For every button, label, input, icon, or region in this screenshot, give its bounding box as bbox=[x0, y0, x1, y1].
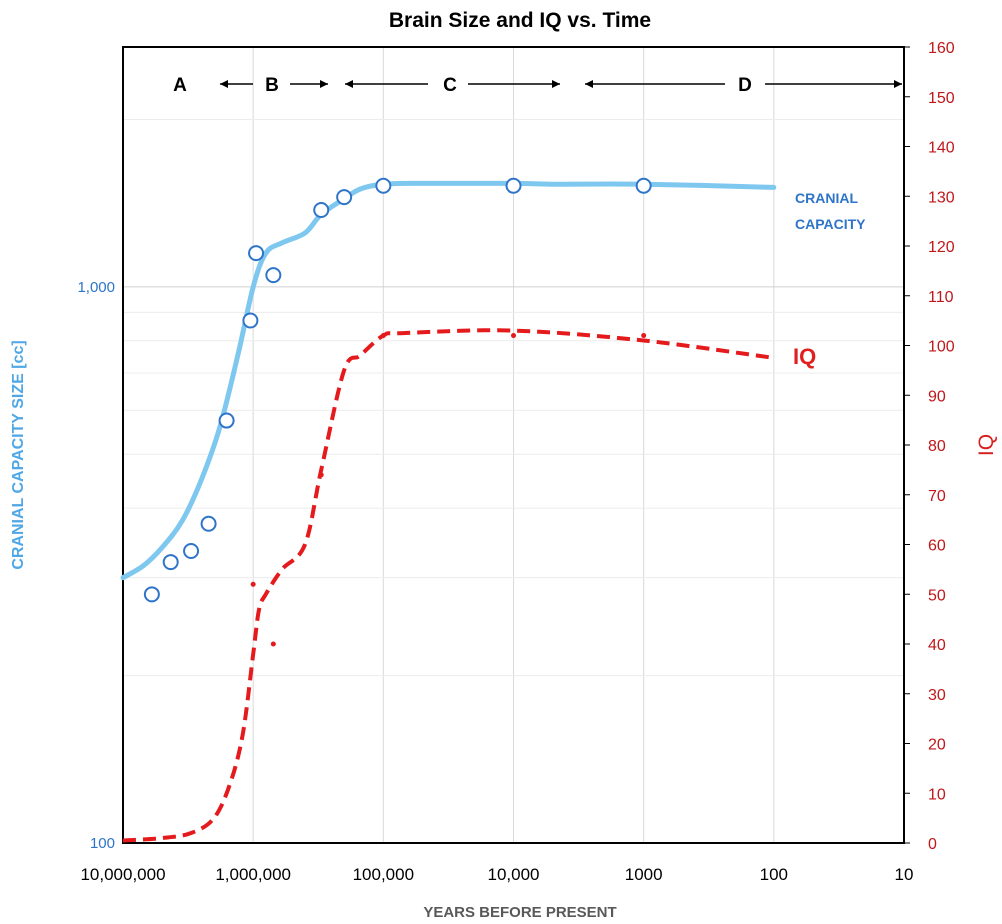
chart-title: Brain Size and IQ vs. Time bbox=[389, 9, 651, 32]
cranial-capacity-point bbox=[242, 312, 259, 329]
iq-point bbox=[511, 333, 516, 339]
iq-point bbox=[641, 333, 647, 339]
x-axis-title: YEARS BEFORE PRESENT bbox=[423, 904, 616, 921]
cranial-capacity-point bbox=[635, 177, 652, 194]
x-tick-label: 100,000 bbox=[353, 865, 414, 884]
iq-points bbox=[250, 333, 647, 647]
x-tick-label: 10 bbox=[895, 865, 914, 884]
series-label-cranial-capacity-line2: CAPACITY bbox=[795, 216, 866, 232]
left-axis-title: CRANIAL CAPACITY SIZE [cc] bbox=[10, 340, 27, 569]
left-axis-ticks: 1,000 100 bbox=[77, 279, 115, 852]
right-tick-label: 120 bbox=[928, 239, 955, 256]
cranial-capacity-point bbox=[183, 543, 200, 560]
x-tick-label: 10,000 bbox=[488, 865, 540, 884]
cranial-capacity-point bbox=[313, 201, 330, 218]
right-tick-label: 30 bbox=[928, 687, 946, 704]
period-label-d: D bbox=[738, 75, 752, 96]
right-axis-ticks: 0 10 20 30 40 50 60 70 80 90 100 110 120 130 140 150 160 bbox=[904, 40, 955, 853]
cranial-capacity-line bbox=[120, 180, 777, 581]
right-tick-label: 50 bbox=[928, 587, 946, 604]
right-tick-label: 140 bbox=[928, 140, 955, 157]
iq-point bbox=[380, 333, 386, 339]
series-label-cranial-capacity: CRANIAL bbox=[795, 190, 858, 206]
period-label-c: C bbox=[443, 75, 457, 96]
period-label-b: B bbox=[265, 75, 279, 96]
series-cranial-capacity bbox=[120, 177, 777, 603]
left-tick-label: 100 bbox=[90, 835, 115, 852]
cranial-capacity-point bbox=[218, 412, 235, 429]
iq-point bbox=[250, 581, 256, 587]
right-tick-label: 160 bbox=[928, 40, 955, 57]
iq-point bbox=[318, 472, 324, 478]
right-axis-title: IQ bbox=[975, 434, 998, 456]
iq-point bbox=[270, 641, 276, 647]
cranial-capacity-point bbox=[336, 189, 353, 206]
cranial-capacity-point bbox=[375, 177, 392, 194]
grid bbox=[123, 47, 904, 843]
series-label-iq: IQ bbox=[793, 344, 816, 369]
right-tick-label: 80 bbox=[928, 438, 946, 455]
iq-line bbox=[122, 328, 775, 843]
cranial-capacity-points bbox=[143, 177, 652, 603]
right-tick-label: 10 bbox=[928, 786, 946, 803]
cranial-capacity-point bbox=[248, 245, 265, 262]
right-tick-label: 0 bbox=[928, 836, 937, 853]
cranial-capacity-point bbox=[143, 586, 160, 603]
right-tick-label: 110 bbox=[928, 289, 954, 306]
cranial-capacity-point bbox=[200, 515, 217, 532]
x-tick-label: 1,000,000 bbox=[215, 865, 291, 884]
right-tick-label: 60 bbox=[928, 538, 946, 555]
right-tick-label: 90 bbox=[928, 388, 946, 405]
period-arrowhead bbox=[320, 80, 328, 88]
period-label-a: A bbox=[173, 75, 187, 96]
cranial-capacity-point bbox=[505, 177, 522, 194]
right-tick-label: 20 bbox=[928, 737, 946, 754]
left-tick-label: 1,000 bbox=[77, 279, 115, 296]
period-arrowhead bbox=[552, 80, 560, 88]
right-tick-label: 150 bbox=[928, 90, 955, 107]
period-arrowhead bbox=[894, 80, 902, 88]
period-arrowhead bbox=[220, 80, 228, 88]
x-tick-label: 100 bbox=[760, 865, 788, 884]
right-tick-label: 40 bbox=[928, 637, 946, 654]
right-tick-label: 100 bbox=[928, 339, 955, 356]
x-tick-label: 10,000,000 bbox=[80, 865, 165, 884]
right-tick-label: 70 bbox=[928, 488, 946, 505]
series-labels: CRANIAL CAPACITY IQ bbox=[793, 190, 866, 369]
x-tick-label: 1000 bbox=[625, 865, 663, 884]
period-arrowhead bbox=[585, 80, 593, 88]
series-iq bbox=[122, 328, 775, 843]
x-axis-ticks: 10,000,000 1,000,000 100,000 10,000 1000 100 1… bbox=[80, 865, 913, 884]
cranial-capacity-point bbox=[162, 554, 179, 571]
cranial-capacity-point bbox=[265, 267, 282, 284]
right-tick-label: 130 bbox=[928, 189, 955, 206]
period-arrowhead bbox=[345, 80, 353, 88]
period-markers: A B C D bbox=[173, 75, 902, 96]
